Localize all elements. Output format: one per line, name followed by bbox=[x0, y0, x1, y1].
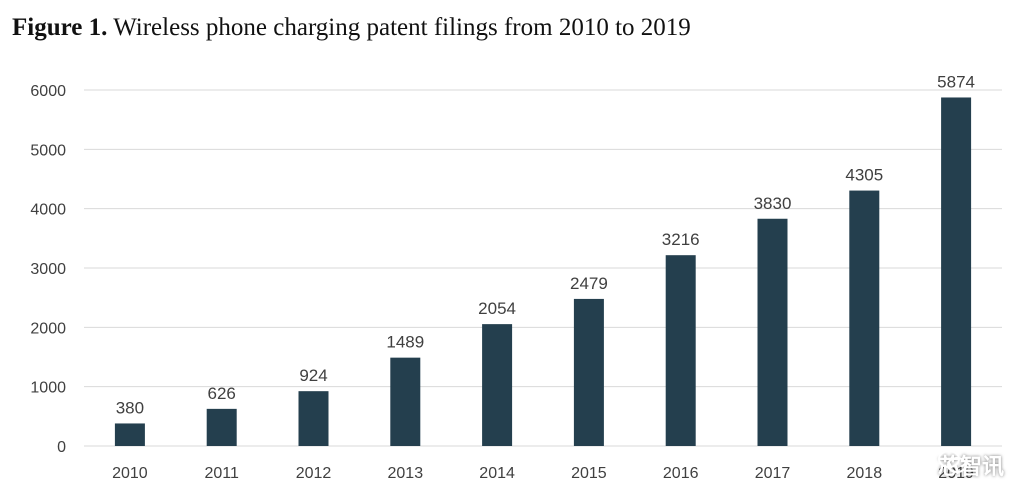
wechat-icon bbox=[937, 450, 967, 473]
y-tick-label: 0 bbox=[57, 439, 66, 456]
x-tick-label: 2016 bbox=[663, 465, 699, 482]
data-label: 626 bbox=[208, 384, 236, 403]
bar bbox=[665, 255, 696, 446]
bar bbox=[941, 97, 972, 446]
data-label: 3830 bbox=[754, 194, 792, 213]
bar bbox=[849, 190, 880, 446]
data-label: 5874 bbox=[937, 72, 975, 91]
chart-title-text: Wireless phone charging patent filings f… bbox=[113, 14, 691, 41]
bar bbox=[573, 298, 604, 446]
x-tick-label: 2013 bbox=[388, 465, 424, 482]
data-label: 924 bbox=[299, 366, 327, 385]
x-tick-label: 2011 bbox=[204, 465, 239, 482]
x-tick-label: 2012 bbox=[296, 465, 332, 482]
x-tick-label: 2017 bbox=[755, 465, 791, 482]
bar bbox=[757, 218, 788, 446]
x-tick-label: 2015 bbox=[571, 465, 607, 482]
watermark: 芯智讯 bbox=[937, 449, 1004, 481]
data-label: 380 bbox=[116, 398, 144, 417]
x-tick-label: 2010 bbox=[112, 465, 148, 482]
bar bbox=[206, 408, 237, 446]
data-label: 2479 bbox=[570, 274, 608, 293]
y-tick-label: 1000 bbox=[30, 380, 66, 397]
y-tick-label: 4000 bbox=[30, 202, 66, 219]
data-label: 1489 bbox=[386, 333, 424, 352]
bar bbox=[114, 423, 145, 446]
data-label: 3216 bbox=[662, 230, 700, 249]
bar bbox=[298, 391, 329, 446]
y-tick-label: 6000 bbox=[30, 83, 66, 100]
chart-title: Figure 1. Wireless phone charging patent… bbox=[12, 14, 691, 42]
x-tick-label: 2018 bbox=[847, 465, 883, 482]
chart-title-lead: Figure 1. bbox=[12, 14, 108, 41]
data-label: 4305 bbox=[845, 166, 883, 185]
x-tick-label: 2014 bbox=[479, 465, 515, 482]
y-tick-label: 5000 bbox=[30, 142, 66, 159]
data-label: 2054 bbox=[478, 299, 516, 318]
y-tick-label: 3000 bbox=[30, 261, 66, 278]
bar bbox=[482, 324, 513, 446]
y-tick-label: 2000 bbox=[30, 320, 66, 337]
bar bbox=[390, 357, 421, 446]
